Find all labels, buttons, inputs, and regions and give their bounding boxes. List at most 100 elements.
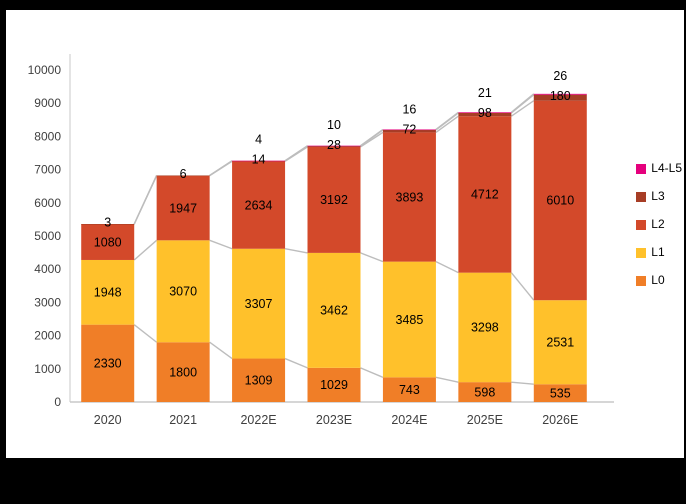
legend-label: L3 [651,189,665,203]
bar-segment-l1 [382,261,436,378]
top-value-label-l3: 3 [104,216,111,230]
segment-value-label: 1947 [169,201,197,215]
connector-line [209,239,233,250]
segment-value-label: 1948 [94,286,122,300]
bar-segment-l2 [81,224,135,260]
top-value-label-l3: 72 [402,123,416,137]
top-value-label-l3: 14 [252,153,266,167]
top-value-label-l3: 6 [180,167,187,181]
bar-segment-l3 [307,145,361,147]
x-axis-category-label: 2022E [240,413,276,427]
bar-segment-l1 [81,259,135,325]
legend-swatch-icon [636,219,647,230]
legend-label: L2 [651,217,665,231]
connector-line [209,341,233,360]
connector-line [133,324,158,343]
connector-line [360,252,384,263]
segment-value-label: 4712 [471,188,499,202]
segment-value-label: 598 [474,385,495,399]
x-axis-category-label: 2026E [542,413,578,427]
legend-swatch-icon [636,191,647,202]
segment-value-label: 3298 [471,321,499,335]
legend-item-l0: L0 [636,274,682,287]
chart-panel: 0 1000 2000 3000 4000 5000 6000 7000 8000 9000 100… [6,10,684,458]
y-axis-tick-label: 3000 [34,295,61,309]
segment-value-label: 1800 [169,365,197,379]
bar-segment-l2 [156,175,210,241]
x-axis-category-label: 2020 [94,413,122,427]
legend: L4-L5 L3 L2 L1 L0 [636,162,682,302]
segment-value-label: 1309 [245,374,273,388]
y-axis-tick-label: 9000 [34,96,61,110]
segment-value-label: 2531 [546,336,574,350]
segment-value-label: 2634 [245,198,273,212]
segment-value-label: 3893 [396,190,424,204]
bar-segment-l4-l5 [232,160,286,162]
connector-line [360,367,384,378]
top-value-label-l3: 28 [327,138,341,152]
top-value-label-l4-l5: 16 [402,103,416,117]
segment-value-label: 6010 [546,194,574,208]
legend-swatch-icon [636,247,647,258]
connector-line [435,376,459,383]
connector-line [435,261,459,274]
bar-segment-l1 [232,248,286,359]
segment-value-label: 535 [550,386,571,400]
bar-segment-l2 [307,146,361,253]
top-value-label-l4-l5: 4 [255,133,262,147]
bar-segment-l2 [382,132,436,262]
y-axis-tick-label: 7000 [34,163,61,177]
connector-line [435,115,459,133]
segment-value-label: 2330 [94,357,122,371]
bar-segment-l3 [382,129,436,133]
connector-line [510,93,535,113]
x-axis-category-label: 2024E [391,413,427,427]
bar-segment-l3 [81,224,135,225]
bar-segment-l0 [232,358,286,402]
legend-label: L0 [651,273,665,287]
legend-label: L1 [651,245,665,259]
bar-segment-l4-l5 [307,145,361,147]
bar-segment-l3 [458,112,512,117]
legend-item-l2: L2 [636,218,682,231]
segment-value-label: 3307 [245,297,273,311]
top-value-label-l4-l5: 21 [478,86,492,100]
top-value-label-l3: 180 [550,89,571,103]
y-axis-tick-label: 4000 [34,262,61,276]
connector-line [435,111,459,131]
top-value-label-l3: 98 [478,106,492,120]
bar-segment-l4-l5 [533,93,587,95]
y-axis-tick-label: 5000 [34,229,61,243]
bar-segment-l1 [533,300,587,385]
x-axis-category-label: 2025E [467,413,503,427]
x-axis-category-label: 2021 [169,413,197,427]
legend-swatch-icon [636,163,647,174]
segment-value-label: 1029 [320,378,348,392]
segment-value-label: 1080 [94,235,122,249]
legend-item-l1: L1 [636,246,682,259]
top-value-label-l4-l5: 10 [327,118,341,132]
legend-swatch-icon [636,275,647,286]
connector-line [209,160,233,177]
bar-segment-l0 [81,324,135,402]
bar-segment-l4-l5 [458,112,512,113]
connector-line [510,272,535,301]
bar-segment-l1 [458,272,512,383]
connector-line [511,381,534,385]
bar-segment-l1 [307,252,361,368]
bar-segment-l2 [458,116,512,273]
segment-value-label: 743 [399,383,420,397]
x-axis-category-label: 2023E [316,413,352,427]
bar-segment-l3 [156,175,210,177]
connector-line [284,145,308,162]
bar-segment-l0 [307,367,361,402]
segment-value-label: 3462 [320,304,348,318]
top-value-label-l4-l5: 26 [553,69,567,83]
bar-segment-l0 [458,382,512,402]
legend-item-l3: L3 [636,190,682,203]
segment-value-label: 3192 [320,193,348,207]
connector-line [284,248,308,254]
y-axis-tick-label: 0 [54,395,61,409]
bar-segment-l0 [156,342,210,402]
connector-line [510,100,535,117]
